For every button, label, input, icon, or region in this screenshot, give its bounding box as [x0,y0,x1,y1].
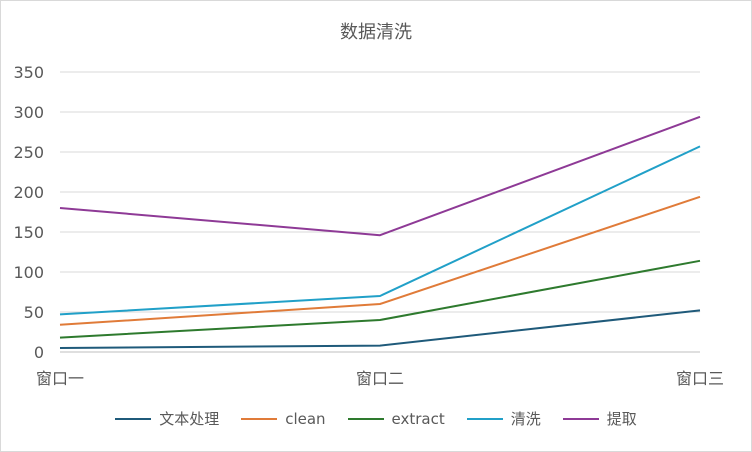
series-line [59,115,701,237]
legend-item: 文本处理 [115,408,219,429]
x-tick-label: 窗口三 [676,369,724,388]
legend-label: 清洗 [510,410,541,428]
x-tick-label: 窗口一 [36,369,84,388]
y-tick-label: 300 [13,103,44,122]
series-line [59,309,701,349]
legend-item: clean [241,409,326,428]
legend-swatch [562,417,599,420]
x-tick-label: 窗口二 [356,369,404,388]
series-line [59,145,701,316]
y-tick-label: 100 [13,263,44,282]
legend-label: clean [285,409,326,428]
chart-legend: 文本处理 clean extract 清洗 提取 [0,408,752,429]
y-tick-label: 150 [13,223,44,242]
y-tick-label: 250 [13,143,44,162]
legend-label: 提取 [606,410,637,428]
legend-item: extract [347,409,445,428]
y-tick-label: 350 [13,63,44,82]
y-tick-label: 200 [13,183,44,202]
series-line [59,195,701,326]
legend-item: 清洗 [466,408,541,429]
legend-swatch [466,417,503,420]
legend-label: 文本处理 [159,410,220,428]
y-tick-label: 0 [34,343,44,362]
chart-title: 数据清洗 [340,22,412,43]
legend-label: extract [391,409,445,428]
legend-swatch [115,417,152,420]
legend-item: 提取 [562,408,637,429]
legend-swatch [241,417,278,420]
series-line [59,259,701,339]
y-tick-label: 50 [24,303,44,322]
legend-swatch [347,417,384,420]
